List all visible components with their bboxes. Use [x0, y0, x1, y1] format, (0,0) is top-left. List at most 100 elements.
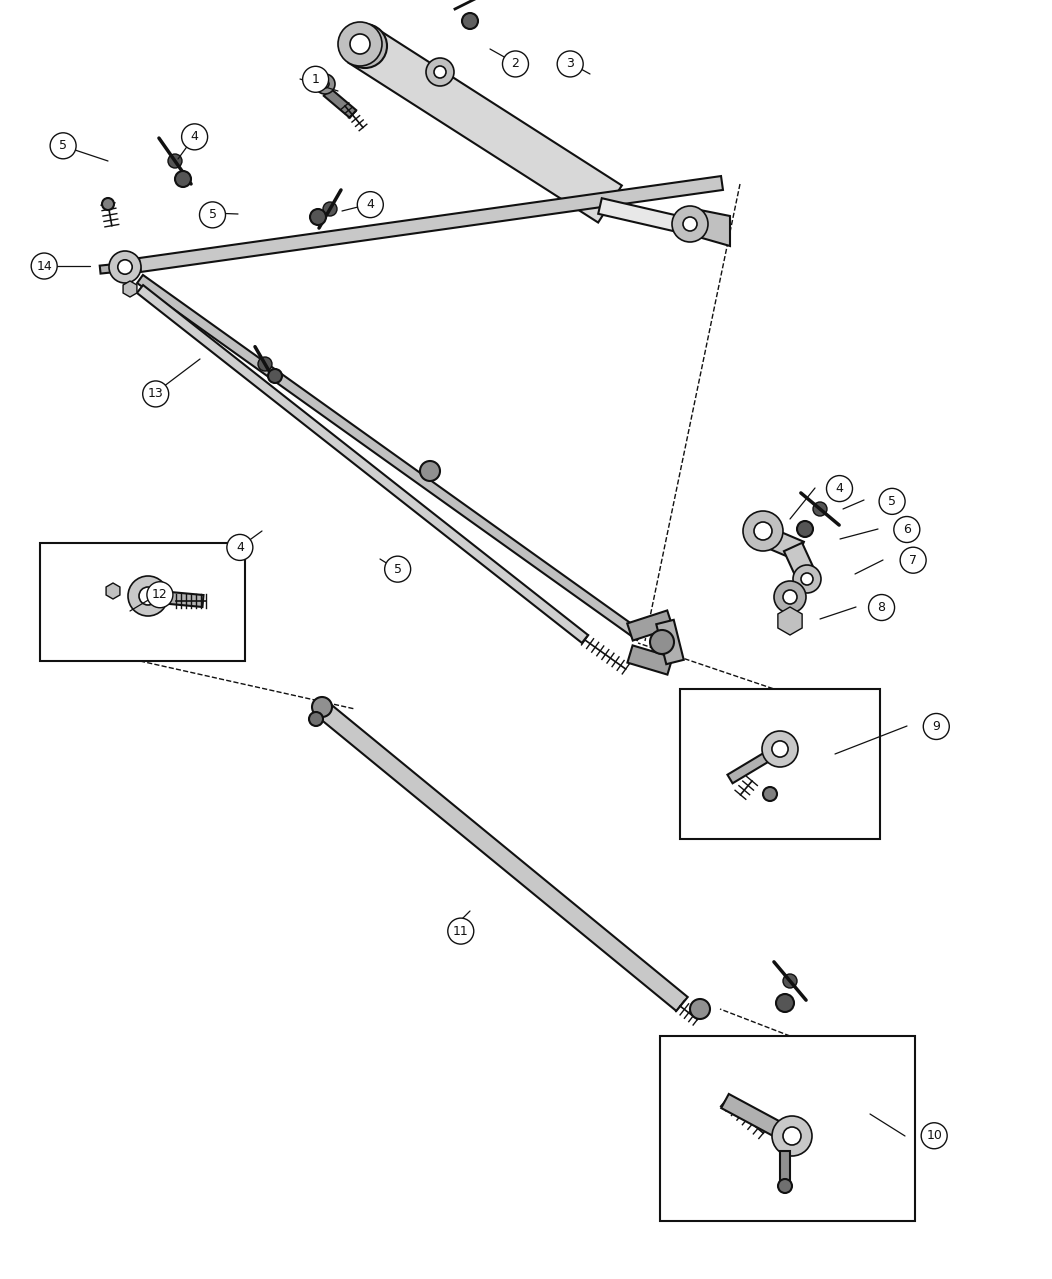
- Polygon shape: [777, 608, 802, 634]
- Circle shape: [772, 741, 788, 757]
- Polygon shape: [100, 263, 125, 274]
- Text: 4: 4: [366, 198, 375, 211]
- Circle shape: [783, 1127, 801, 1145]
- Text: 4: 4: [835, 482, 844, 495]
- Bar: [660, 1036, 915, 1221]
- Circle shape: [50, 133, 76, 159]
- Circle shape: [109, 251, 141, 283]
- Circle shape: [258, 357, 272, 371]
- Polygon shape: [756, 524, 804, 560]
- Polygon shape: [695, 208, 730, 246]
- Polygon shape: [627, 646, 672, 674]
- Text: 13: 13: [148, 388, 163, 400]
- Circle shape: [312, 697, 332, 718]
- Circle shape: [309, 712, 323, 726]
- Circle shape: [797, 521, 813, 537]
- Polygon shape: [137, 275, 643, 640]
- Circle shape: [503, 51, 528, 77]
- Polygon shape: [137, 285, 588, 643]
- Circle shape: [143, 381, 168, 407]
- Circle shape: [901, 547, 926, 573]
- Circle shape: [762, 732, 798, 767]
- Text: 1: 1: [311, 73, 320, 86]
- Text: 12: 12: [153, 588, 167, 601]
- Text: 4: 4: [190, 130, 199, 143]
- Text: 5: 5: [393, 563, 402, 576]
- Circle shape: [227, 535, 252, 560]
- Text: 8: 8: [877, 601, 886, 614]
- Circle shape: [182, 124, 207, 150]
- Circle shape: [924, 714, 949, 739]
- Text: 3: 3: [566, 58, 574, 70]
- Circle shape: [168, 153, 182, 168]
- Polygon shape: [599, 198, 702, 237]
- Circle shape: [139, 587, 157, 605]
- Polygon shape: [348, 26, 622, 223]
- Circle shape: [385, 556, 410, 582]
- Circle shape: [358, 192, 383, 217]
- Polygon shape: [780, 1151, 790, 1186]
- Circle shape: [683, 217, 697, 231]
- Circle shape: [813, 501, 827, 515]
- Polygon shape: [656, 620, 684, 664]
- Bar: [680, 689, 881, 839]
- Circle shape: [118, 260, 133, 274]
- Bar: [40, 544, 245, 661]
- Text: 5: 5: [888, 495, 896, 508]
- Circle shape: [754, 522, 772, 540]
- Circle shape: [558, 51, 583, 77]
- Circle shape: [772, 1117, 812, 1156]
- Text: 9: 9: [932, 720, 940, 733]
- Polygon shape: [139, 177, 723, 272]
- Circle shape: [315, 74, 335, 93]
- Text: 5: 5: [208, 208, 217, 221]
- Circle shape: [743, 512, 783, 551]
- Polygon shape: [627, 610, 673, 641]
- Polygon shape: [784, 542, 820, 588]
- Circle shape: [147, 582, 173, 608]
- Text: 6: 6: [903, 523, 911, 536]
- Polygon shape: [324, 88, 357, 118]
- Circle shape: [793, 565, 821, 593]
- Circle shape: [343, 24, 387, 68]
- Text: 4: 4: [236, 541, 244, 554]
- Polygon shape: [722, 1094, 794, 1143]
- Polygon shape: [727, 744, 783, 783]
- Circle shape: [462, 13, 478, 29]
- Circle shape: [774, 581, 806, 613]
- Text: 14: 14: [37, 260, 52, 272]
- Circle shape: [175, 171, 191, 187]
- Circle shape: [102, 198, 114, 210]
- Circle shape: [827, 476, 852, 501]
- Circle shape: [672, 206, 708, 242]
- Circle shape: [350, 35, 370, 54]
- Circle shape: [783, 590, 797, 604]
- Circle shape: [448, 918, 473, 944]
- Circle shape: [323, 202, 337, 216]
- Circle shape: [32, 253, 57, 279]
- Circle shape: [128, 576, 168, 616]
- Polygon shape: [106, 583, 120, 599]
- Circle shape: [650, 631, 674, 654]
- Circle shape: [200, 202, 225, 228]
- Circle shape: [434, 67, 446, 78]
- Circle shape: [338, 22, 382, 67]
- Text: 2: 2: [511, 58, 520, 70]
- Circle shape: [801, 573, 813, 585]
- Text: 7: 7: [909, 554, 917, 567]
- Circle shape: [783, 975, 797, 987]
- Polygon shape: [147, 590, 203, 608]
- Circle shape: [321, 81, 329, 88]
- Circle shape: [268, 370, 282, 382]
- Circle shape: [426, 58, 454, 86]
- Polygon shape: [320, 705, 688, 1010]
- Circle shape: [310, 208, 326, 225]
- Circle shape: [763, 787, 777, 801]
- Circle shape: [690, 999, 710, 1019]
- Circle shape: [778, 1179, 792, 1193]
- Circle shape: [894, 517, 919, 542]
- Text: 10: 10: [926, 1129, 943, 1142]
- Text: 11: 11: [453, 925, 468, 938]
- Circle shape: [879, 489, 905, 514]
- Circle shape: [303, 67, 328, 92]
